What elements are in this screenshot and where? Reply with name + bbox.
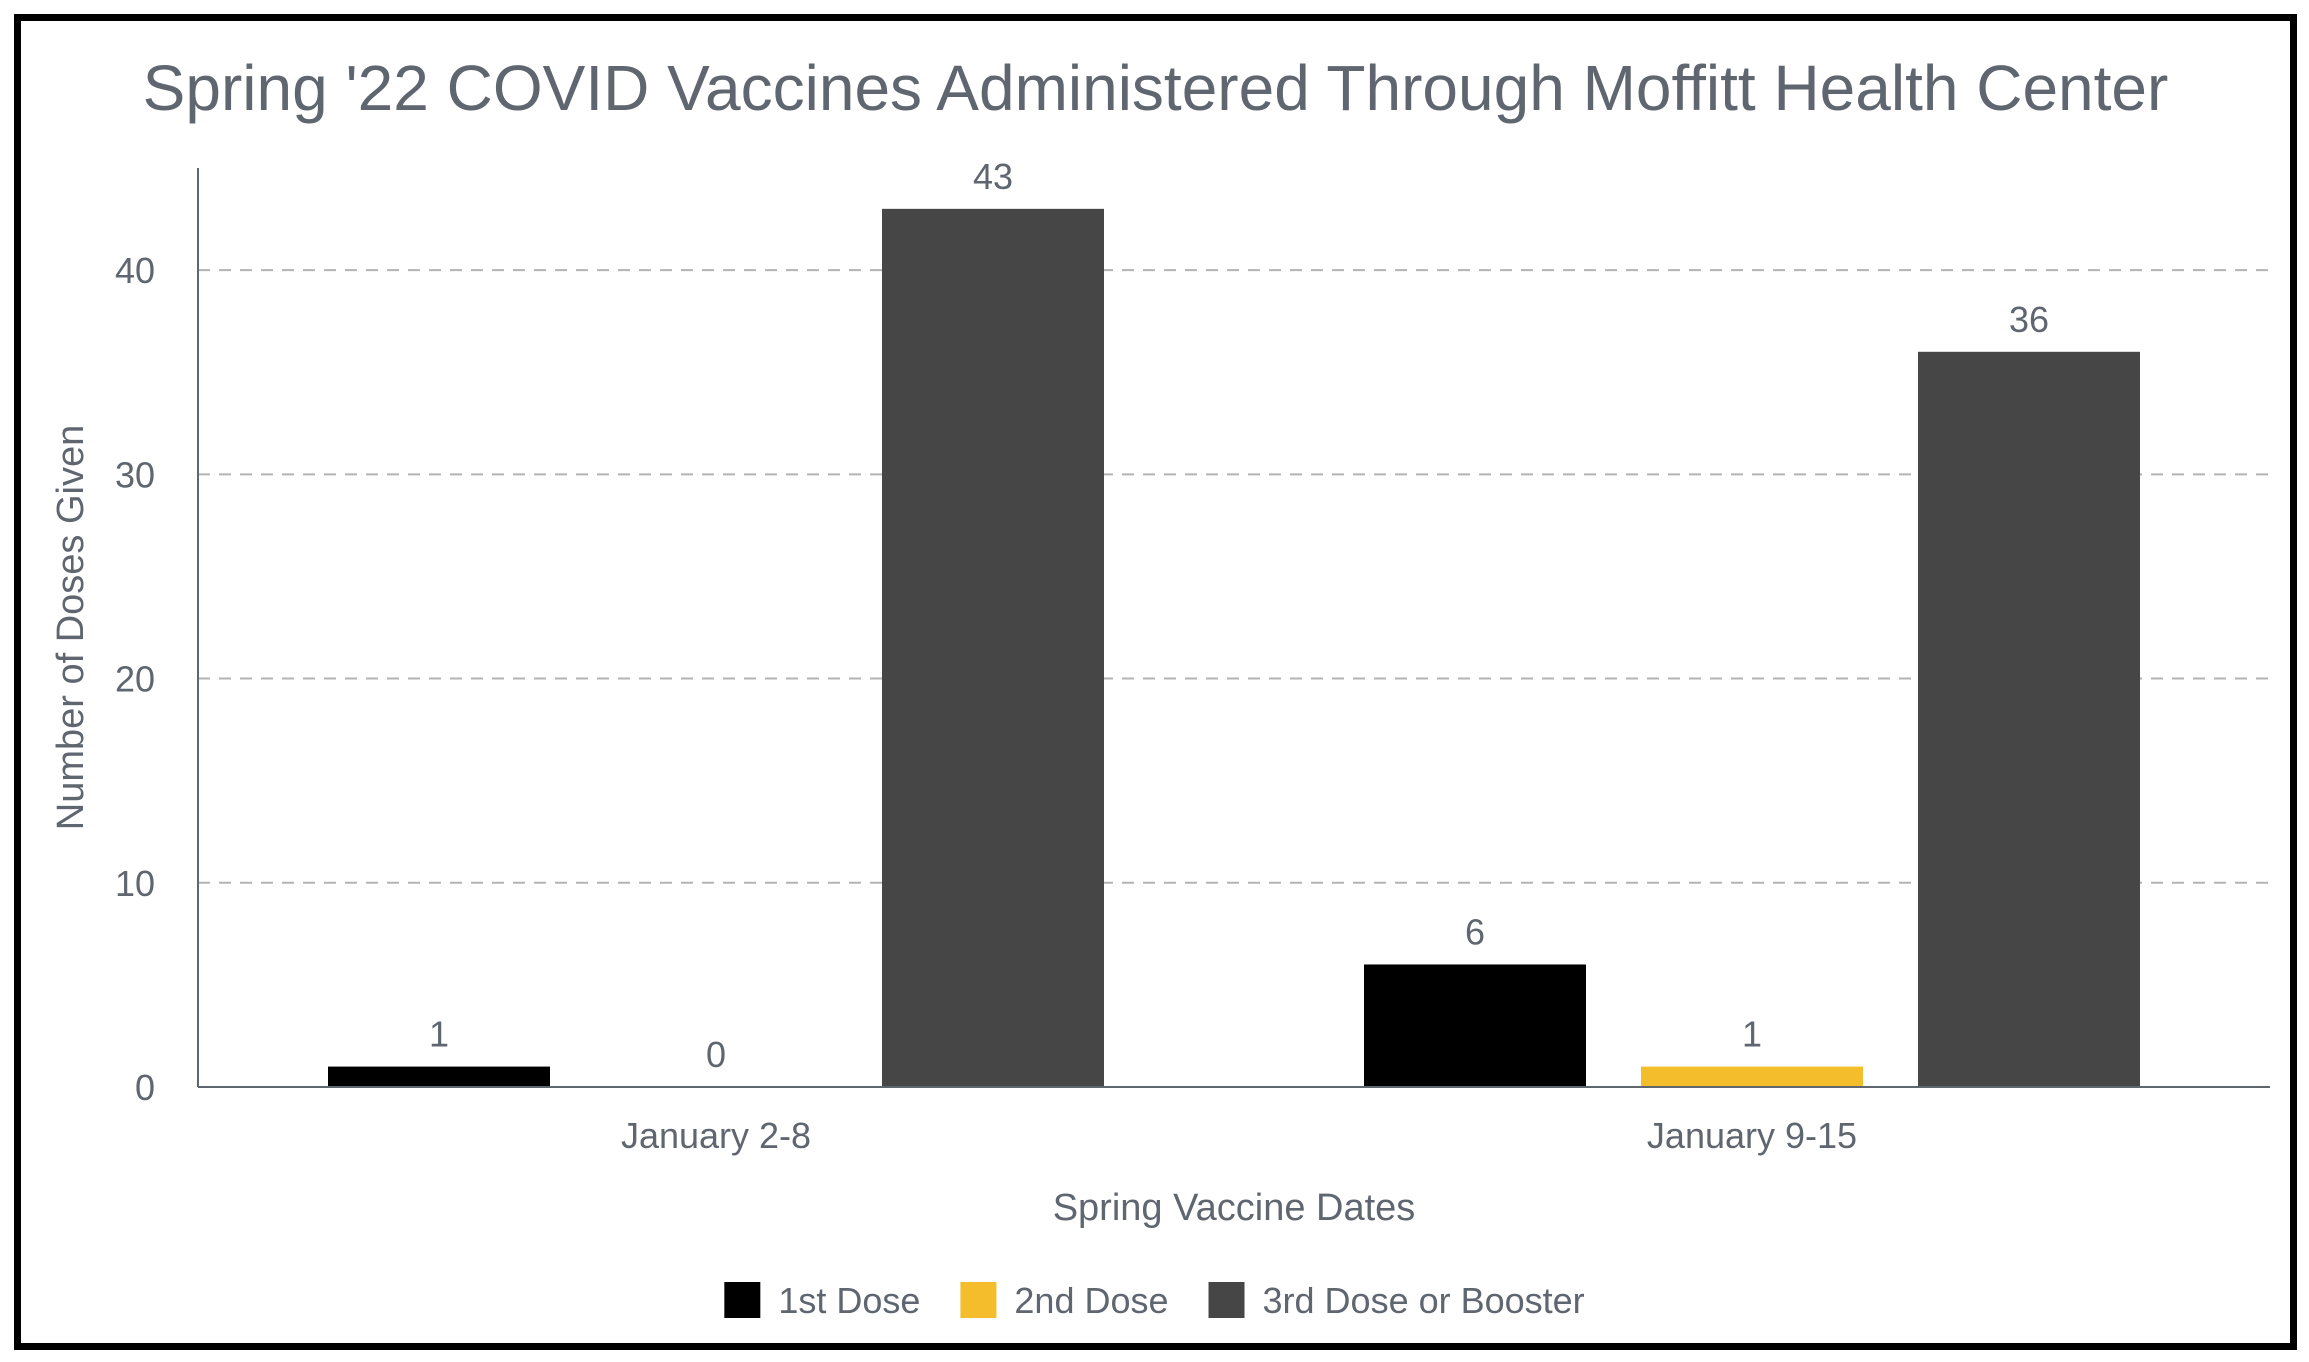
legend-item: 2nd Dose bbox=[960, 1280, 1169, 1321]
y-tick-label: 10 bbox=[115, 863, 155, 904]
bar bbox=[328, 1066, 550, 1087]
data-label: 36 bbox=[2009, 299, 2049, 340]
x-axis-categories: January 2-8 January 9-15 bbox=[621, 1115, 1857, 1156]
legend-item: 3rd Dose or Booster bbox=[1208, 1280, 1585, 1321]
legend-label: 1st Dose bbox=[778, 1280, 920, 1321]
y-tick-label: 20 bbox=[115, 659, 155, 700]
y-tick-label: 30 bbox=[115, 454, 155, 495]
data-labels: 1 0 43 6 1 36 bbox=[429, 156, 2049, 1075]
chart-frame: Spring '22 COVID Vaccines Administered T… bbox=[14, 14, 2297, 1350]
x-category-label: January 2-8 bbox=[621, 1115, 811, 1156]
y-tick-label: 40 bbox=[115, 250, 155, 291]
data-label: 43 bbox=[973, 156, 1013, 197]
legend-swatch bbox=[960, 1282, 997, 1318]
bars bbox=[328, 208, 2140, 1087]
data-label: 6 bbox=[1465, 911, 1485, 952]
y-tick-label: 0 bbox=[135, 1067, 155, 1108]
x-category-label: January 9-15 bbox=[1647, 1115, 1857, 1156]
legend-label: 2nd Dose bbox=[1014, 1280, 1168, 1321]
legend-item: 1st Dose bbox=[724, 1280, 920, 1321]
x-axis-title: Spring Vaccine Dates bbox=[1053, 1187, 1416, 1229]
chart-title: Spring '22 COVID Vaccines Administered T… bbox=[142, 52, 2169, 124]
bar bbox=[1641, 1066, 1863, 1087]
data-label: 0 bbox=[706, 1034, 726, 1075]
legend-swatch bbox=[1208, 1282, 1245, 1318]
legend: 1st Dose 2nd Dose 3rd Dose or Booster bbox=[724, 1280, 1585, 1321]
bar bbox=[1918, 351, 2140, 1087]
data-label: 1 bbox=[429, 1014, 449, 1055]
legend-label: 3rd Dose or Booster bbox=[1263, 1280, 1585, 1321]
legend-swatch bbox=[724, 1282, 761, 1318]
bar bbox=[1364, 964, 1586, 1087]
data-label: 1 bbox=[1742, 1014, 1762, 1055]
y-axis-title: Number of Doses Given bbox=[50, 425, 92, 831]
bar bbox=[882, 208, 1104, 1087]
y-axis-ticks: 0 10 20 30 40 bbox=[115, 250, 155, 1108]
